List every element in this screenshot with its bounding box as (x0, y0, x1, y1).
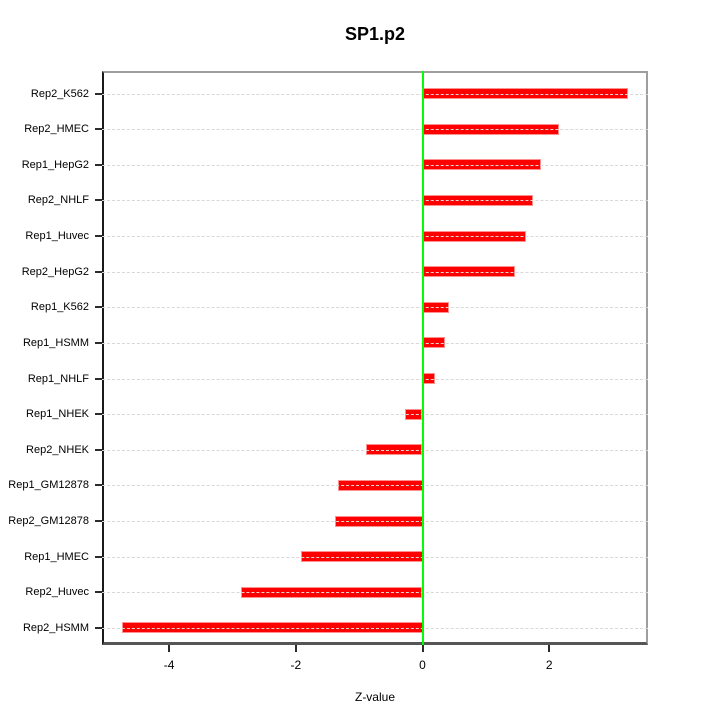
gridline (102, 307, 648, 309)
x-axis-label: Z-value (354, 690, 395, 704)
gridline (102, 236, 648, 238)
gridline (102, 129, 648, 131)
gridline (102, 592, 648, 594)
y-axis-tick (95, 163, 102, 166)
gridline (102, 485, 648, 487)
y-axis-tick (95, 484, 102, 487)
y-axis-category-label: Rep2_HSMM (22, 621, 89, 634)
gridline (102, 342, 648, 344)
y-axis-tick (95, 626, 102, 629)
y-axis-category-label: Rep1_HepG2 (21, 158, 89, 171)
plot-area (102, 71, 648, 645)
gridline (102, 627, 648, 629)
gridline (102, 164, 648, 166)
y-axis-category-label: Rep1_NHLF (27, 372, 89, 385)
y-axis-tick (95, 341, 102, 344)
y-axis-tick (95, 199, 102, 202)
y-axis-tick (95, 377, 102, 380)
x-axis-tick-label: -4 (163, 658, 175, 672)
x-axis-tick-label: 2 (545, 658, 553, 672)
x-axis-tick (548, 645, 551, 652)
gridline (102, 93, 648, 95)
y-axis-tick (95, 235, 102, 238)
y-axis-category-label: Rep1_Huvec (25, 230, 89, 243)
y-axis-category-label: Rep2_Huvec (25, 586, 89, 599)
y-axis-tick (95, 128, 102, 131)
gridline (102, 414, 648, 416)
x-axis-tick (294, 645, 297, 652)
y-axis-category-label: Rep1_GM12878 (8, 479, 89, 492)
y-axis-category-label: Rep1_HSMM (22, 336, 89, 349)
y-axis-category-label: Rep2_NHLF (27, 194, 89, 207)
gridline (102, 521, 648, 523)
y-axis-category-label: Rep2_GM12878 (8, 515, 89, 528)
gridline (102, 556, 648, 558)
gridline (102, 449, 648, 451)
y-axis-category-label: Rep2_HMEC (24, 123, 89, 136)
chart-title: SP1.p2 (344, 24, 406, 44)
x-axis-tick-label: 0 (419, 658, 426, 672)
gridline (102, 200, 648, 202)
y-axis-tick (95, 306, 102, 309)
y-axis-category-label: Rep1_HMEC (24, 550, 89, 563)
x-axis-tick-label: -2 (290, 658, 302, 672)
gridline (102, 378, 648, 380)
y-axis-tick (95, 520, 102, 523)
y-axis-category-label: Rep2_NHEK (26, 443, 89, 456)
x-axis-tick (421, 645, 424, 652)
zero-reference-line (421, 71, 424, 645)
y-axis-tick (95, 555, 102, 558)
y-axis-tick (95, 448, 102, 451)
y-axis-category-label: Rep1_K562 (30, 301, 89, 314)
y-axis-tick (95, 270, 102, 273)
y-axis-category-label: Rep2_HepG2 (21, 265, 89, 278)
x-axis-tick (168, 645, 171, 652)
y-axis-category-label: Rep2_K562 (30, 87, 89, 100)
y-axis-tick (95, 413, 102, 416)
y-axis-category-label: Rep1_NHEK (26, 408, 89, 421)
y-axis-tick (95, 92, 102, 95)
y-axis-tick (95, 591, 102, 594)
gridline (102, 271, 648, 273)
